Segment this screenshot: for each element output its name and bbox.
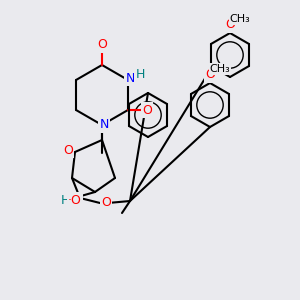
Text: ·O: ·O bbox=[68, 194, 82, 206]
Text: CH₃: CH₃ bbox=[210, 64, 230, 74]
Text: O: O bbox=[97, 38, 107, 52]
Text: H: H bbox=[135, 68, 145, 80]
Text: O: O bbox=[142, 103, 152, 116]
Text: CH₃: CH₃ bbox=[230, 14, 250, 24]
Text: O: O bbox=[205, 68, 215, 82]
Text: H: H bbox=[60, 194, 70, 206]
Text: O: O bbox=[101, 196, 111, 208]
Text: N: N bbox=[125, 71, 135, 85]
Text: O: O bbox=[225, 19, 235, 32]
Text: O: O bbox=[63, 143, 73, 157]
Text: N: N bbox=[99, 118, 109, 131]
